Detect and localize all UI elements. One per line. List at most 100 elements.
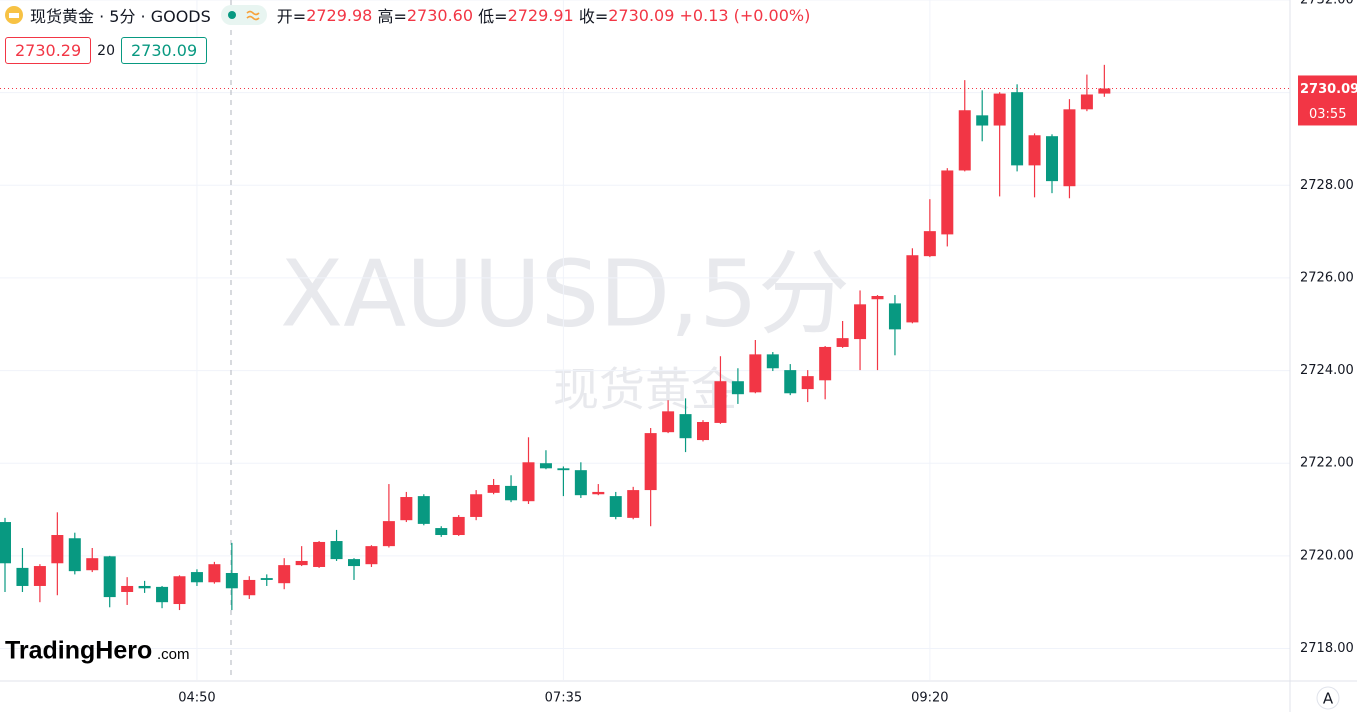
candle-body bbox=[1028, 135, 1041, 166]
candle-body bbox=[487, 484, 500, 493]
candle-body bbox=[644, 433, 657, 491]
candle-body bbox=[522, 462, 535, 502]
candle-body bbox=[470, 494, 483, 517]
candle-body bbox=[1098, 88, 1111, 94]
symbol: 现货黄金 · 5分 · GOODS bbox=[30, 7, 211, 26]
open-label: 开= bbox=[276, 7, 307, 26]
y-tick-label: 2732.00 bbox=[1300, 0, 1354, 8]
candle-body bbox=[766, 354, 779, 369]
candle-body bbox=[278, 565, 291, 584]
candle-body bbox=[400, 497, 413, 521]
candle-body bbox=[505, 485, 518, 501]
candle-body bbox=[1011, 92, 1024, 166]
bid[interactable]: 2730.29 bbox=[5, 37, 92, 64]
candle-body bbox=[854, 304, 867, 340]
logo-brand: TradingHero bbox=[5, 637, 152, 665]
logo-suffix: .com bbox=[157, 646, 190, 663]
candle-body bbox=[156, 586, 169, 603]
candle-body bbox=[609, 496, 622, 517]
candle-body bbox=[295, 560, 308, 566]
candle-body bbox=[697, 421, 709, 441]
watermark-symbol: XAUUSD,5分 bbox=[280, 240, 850, 347]
low-label: 低= bbox=[478, 7, 508, 26]
candle-body bbox=[819, 346, 832, 381]
x-tick-label: 04:50 bbox=[178, 691, 215, 706]
candle-body bbox=[243, 579, 256, 596]
candle-body bbox=[121, 585, 134, 592]
candle-body bbox=[958, 110, 971, 171]
candle-body bbox=[627, 490, 640, 518]
candle-body bbox=[662, 411, 675, 433]
candle-body bbox=[731, 381, 744, 395]
candle-body bbox=[1080, 94, 1093, 110]
candle-body bbox=[1046, 136, 1058, 182]
candle-body bbox=[68, 538, 81, 572]
change: +0.13 (+0.00%) bbox=[679, 5, 811, 25]
candle-body bbox=[365, 546, 378, 565]
price-tag-countdown: 03:55 bbox=[1309, 107, 1346, 122]
y-tick-label: 2726.00 bbox=[1300, 270, 1354, 285]
close-value: 2730.09 bbox=[608, 5, 675, 25]
candle-body bbox=[138, 585, 151, 589]
candle-body bbox=[993, 93, 1006, 126]
candle-body bbox=[557, 468, 570, 471]
candle-body bbox=[51, 535, 64, 564]
candle-body bbox=[208, 564, 221, 583]
candle-body bbox=[313, 541, 326, 567]
price-tag-price: 2730.09 bbox=[1300, 82, 1357, 97]
candle-body bbox=[348, 559, 360, 567]
scale-button[interactable] bbox=[1316, 686, 1340, 710]
ask[interactable]: 2730.09 bbox=[121, 37, 208, 64]
candle-body bbox=[539, 463, 552, 469]
x-tick-label: 09:20 bbox=[911, 691, 948, 706]
price-tag bbox=[1298, 75, 1357, 126]
candle-body bbox=[173, 576, 186, 605]
candle-body bbox=[941, 170, 954, 235]
candle-body bbox=[16, 567, 29, 586]
high-value: 2730.60 bbox=[406, 5, 474, 25]
y-tick-label: 2724.00 bbox=[1300, 363, 1354, 378]
candle-body bbox=[33, 566, 46, 586]
candle-body bbox=[330, 541, 343, 560]
candle-body bbox=[784, 370, 797, 394]
candle-body bbox=[103, 556, 116, 598]
y-tick-label: 2720.00 bbox=[1300, 548, 1354, 563]
candle-body bbox=[1063, 109, 1076, 187]
candle-body bbox=[679, 414, 692, 439]
candle-body bbox=[190, 572, 203, 583]
candle-body bbox=[417, 496, 430, 524]
spread: 20 bbox=[97, 42, 115, 59]
quote-row: 2730.29 20 2730.09 bbox=[5, 37, 208, 64]
high-label: 高= bbox=[377, 7, 407, 26]
candle-body bbox=[976, 115, 989, 126]
header: 现货黄金 · 5分 · GOODS 开= 2729.98 高= 2730.60 低=… bbox=[0, 3, 810, 27]
candle-body bbox=[801, 376, 814, 390]
close-label: 收= bbox=[578, 7, 609, 26]
y-tick-label: 2728.00 bbox=[1300, 178, 1354, 193]
candle-body bbox=[923, 231, 936, 257]
open-value: 2729.98 bbox=[306, 5, 373, 25]
status-pill[interactable] bbox=[219, 3, 269, 27]
candle-body bbox=[888, 303, 901, 330]
candle-body bbox=[906, 255, 919, 323]
y-tick-label: 2722.00 bbox=[1300, 456, 1354, 471]
candle-body bbox=[452, 516, 465, 536]
candle-body bbox=[435, 528, 448, 536]
candle-body bbox=[714, 381, 727, 423]
candle-body bbox=[0, 522, 11, 564]
candle-body bbox=[86, 558, 99, 571]
candle-body bbox=[225, 572, 238, 589]
candle-body bbox=[749, 354, 762, 393]
candle-body bbox=[574, 470, 587, 496]
candle-body bbox=[260, 578, 273, 580]
watermark-name: 现货黄金 bbox=[553, 363, 737, 417]
low-value: 2729.91 bbox=[507, 5, 574, 25]
x-tick-label: 07:35 bbox=[545, 691, 582, 706]
y-tick-label: 2718.00 bbox=[1300, 641, 1354, 656]
candle-body bbox=[592, 491, 605, 495]
scale-button-label[interactable]: A bbox=[1323, 690, 1334, 708]
candle-body bbox=[382, 521, 395, 547]
candle-body bbox=[836, 338, 849, 347]
